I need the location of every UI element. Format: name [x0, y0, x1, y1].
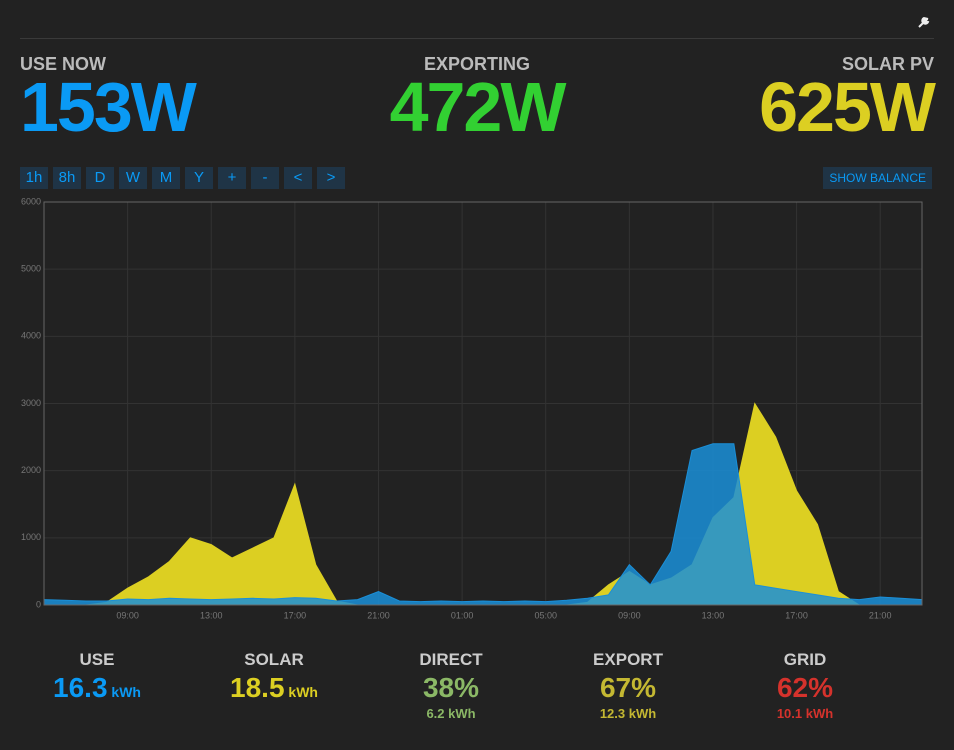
x-tick-label: 21:00	[869, 610, 892, 620]
summary-value: 18.5 kWh	[194, 672, 354, 704]
summary-value: 62%	[725, 672, 885, 704]
summary-number: 16.3	[53, 672, 108, 703]
range-button[interactable]: >	[317, 167, 345, 189]
stat-value: 625W	[759, 68, 936, 146]
summary-value: 67%	[548, 672, 708, 704]
y-tick-label: 1000	[21, 532, 41, 542]
y-tick-label: 0	[36, 599, 41, 609]
summary-unit: kWh	[107, 684, 141, 700]
summary-label: SOLAR	[244, 650, 304, 669]
x-tick-label: 05:00	[534, 610, 557, 620]
stat-value: 472W	[389, 68, 567, 146]
stat-0: USE NOW 153W	[20, 54, 197, 146]
range-button[interactable]: +	[218, 167, 246, 189]
stat-2: SOLAR PV 625W	[759, 54, 936, 146]
y-tick-label: 6000	[21, 196, 41, 206]
x-tick-label: 21:00	[367, 610, 390, 620]
balance-button[interactable]: SHOW BALANCE	[823, 167, 932, 189]
summary-number: 38%	[422, 672, 480, 703]
x-tick-label: 13:00	[702, 610, 725, 620]
range-button[interactable]: 1h	[20, 167, 48, 189]
range-button[interactable]: D	[86, 167, 114, 189]
range-button[interactable]: <	[284, 167, 312, 189]
y-tick-label: 4000	[21, 331, 41, 341]
y-tick-label: 5000	[21, 264, 41, 274]
summary-value: 38%	[371, 672, 531, 704]
summary-unit: kWh	[284, 684, 318, 700]
summary-label: USE	[79, 650, 115, 669]
summary-4: GRID 62% 10.1 kWh	[725, 650, 885, 721]
y-tick-label: 3000	[21, 398, 41, 408]
area-0	[44, 402, 922, 606]
summary-label: GRID	[783, 650, 827, 669]
y-tick-label: 2000	[21, 465, 41, 475]
summary-1: SOLAR 18.5 kWh	[194, 650, 354, 704]
summary-number: 67%	[599, 672, 657, 703]
stat-label: EXPORTING	[423, 54, 530, 74]
chart: 0 1000 2000 3000 4000 5000 6000 09:00 13:00 17:00…	[21, 196, 923, 620]
summary-sub: 6.2 kWh	[426, 706, 476, 721]
x-tick-label: 09:00	[116, 610, 139, 620]
range-button[interactable]: W	[119, 167, 147, 189]
stat-1: EXPORTING 472W	[0, 54, 954, 146]
range-button[interactable]: 8h	[53, 167, 81, 189]
plot-frame	[43, 201, 923, 606]
stat-value: 153W	[20, 68, 197, 146]
x-tick-label: 09:00	[618, 610, 641, 620]
summary-0: USE 16.3 kWh	[17, 650, 177, 704]
range-button[interactable]: Y	[185, 167, 213, 189]
stat-label: SOLAR PV	[841, 54, 934, 74]
x-tick-label: 17:00	[284, 610, 307, 620]
range-button[interactable]: M	[152, 167, 180, 189]
summary-value: 16.3 kWh	[17, 672, 177, 704]
summary-label: EXPORT	[593, 650, 663, 669]
settings-icon[interactable]	[916, 14, 932, 30]
x-tick-label: 01:00	[451, 610, 474, 620]
summary-number: 18.5	[230, 672, 285, 703]
summary-2: DIRECT 38% 6.2 kWh	[371, 650, 531, 721]
divider	[20, 38, 934, 39]
stat-label: USE NOW	[20, 54, 107, 74]
summary-3: EXPORT 67% 12.3 kWh	[548, 650, 708, 721]
summary-sub: 10.1 kWh	[776, 706, 834, 721]
summary-number: 62%	[776, 672, 834, 703]
summary-label: DIRECT	[419, 650, 483, 669]
x-tick-label: 13:00	[200, 610, 223, 620]
summary-sub: 12.3 kWh	[599, 706, 657, 721]
range-button[interactable]: -	[251, 167, 279, 189]
x-tick-label: 17:00	[785, 610, 808, 620]
area-1	[43, 443, 923, 606]
